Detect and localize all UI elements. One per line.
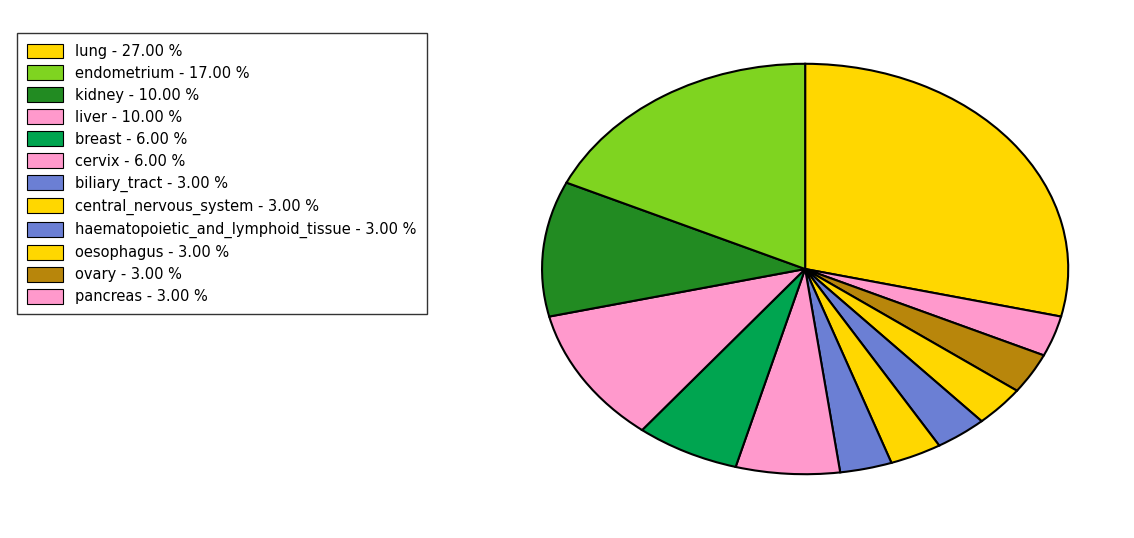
Wedge shape — [805, 269, 1061, 356]
Wedge shape — [805, 64, 1068, 316]
Wedge shape — [805, 269, 939, 463]
Wedge shape — [805, 269, 1017, 421]
Wedge shape — [549, 269, 805, 430]
Wedge shape — [567, 64, 805, 269]
Wedge shape — [642, 269, 805, 467]
Wedge shape — [805, 269, 891, 472]
Wedge shape — [736, 269, 840, 474]
Wedge shape — [542, 182, 805, 316]
Wedge shape — [805, 269, 982, 445]
Legend: lung - 27.00 %, endometrium - 17.00 %, kidney - 10.00 %, liver - 10.00 %, breast: lung - 27.00 %, endometrium - 17.00 %, k… — [17, 33, 426, 314]
Wedge shape — [805, 269, 1043, 391]
